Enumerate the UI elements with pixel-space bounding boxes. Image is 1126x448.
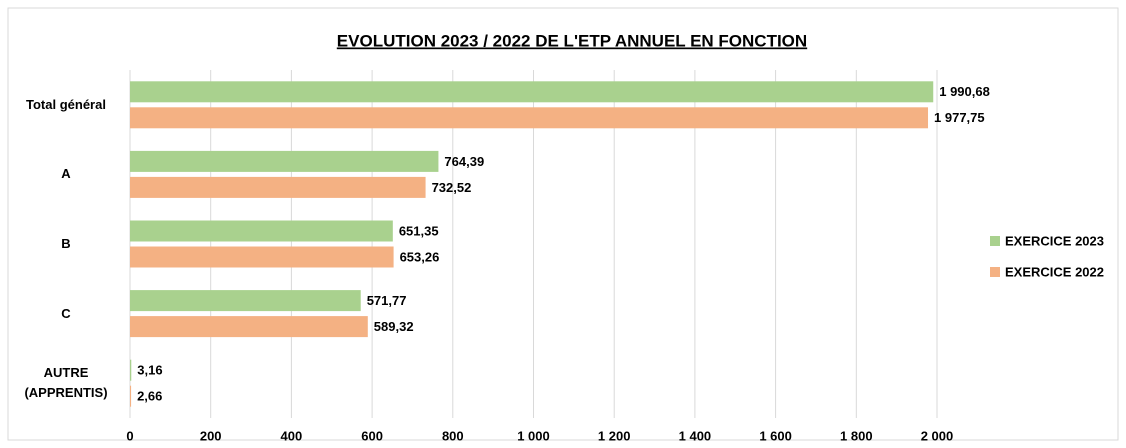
x-tick-label: 400 [281,428,303,443]
y-tick-label: A [61,166,71,182]
x-tick-label: 1 200 [598,428,631,443]
x-tick-label: 800 [442,428,464,443]
data-label: 589,32 [374,319,414,334]
x-tick-label: 1 600 [759,428,792,443]
data-label: 3,16 [137,363,162,378]
bar [130,81,934,103]
bar [130,107,929,129]
x-tick-label: 1 000 [517,428,550,443]
data-label: 732,52 [432,180,472,195]
y-tick-label: C [61,305,71,321]
data-label: 653,26 [400,249,440,264]
bar [130,316,368,338]
data-label: 1 977,75 [934,110,985,125]
bar [130,220,393,242]
legend-swatch [990,267,1000,277]
y-tick-label: B [61,236,71,251]
legend-swatch [990,236,1000,246]
x-tick-label: 1 400 [679,428,712,443]
legend-label: EXERCICE 2023 [1005,233,1104,248]
bar [130,176,426,198]
bar [130,359,132,381]
x-tick-label: 0 [126,428,133,443]
data-label: 1 990,68 [939,84,990,99]
legend-label: EXERCICE 2022 [1005,264,1104,279]
y-tick-label: Total général [26,96,106,112]
bar [130,150,439,172]
bar [130,246,394,268]
data-label: 764,39 [444,154,484,169]
y-tick-label: AUTRE (APPRENTIS) [24,365,108,401]
data-label: 571,77 [367,293,407,308]
x-tick-label: 200 [200,428,222,443]
x-tick-label: 2 000 [921,428,954,443]
data-label: 651,35 [399,223,439,238]
chart-title: EVOLUTION 2023 / 2022 DE L'ETP ANNUEL EN… [337,31,807,50]
bar [130,290,361,312]
bar [130,385,132,407]
data-label: 2,66 [137,389,162,404]
x-tick-label: 600 [361,428,383,443]
x-tick-label: 1 800 [840,428,873,443]
